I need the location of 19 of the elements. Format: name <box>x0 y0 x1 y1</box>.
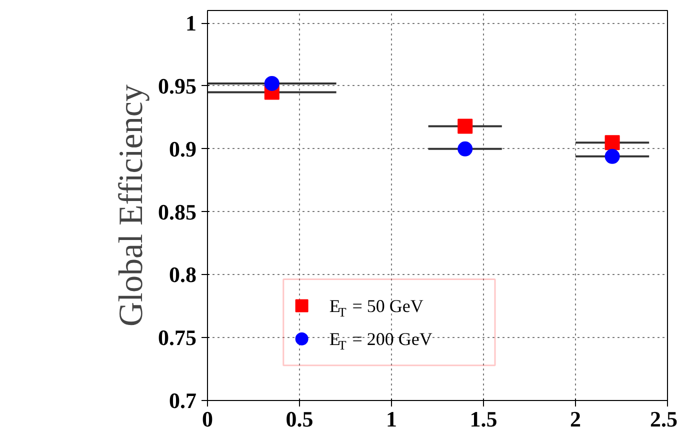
point <box>264 76 280 91</box>
point <box>604 148 620 164</box>
x-tick-label: 0 <box>202 406 213 432</box>
x-tick-label: 1.5 <box>470 406 498 432</box>
y-tick-label: 0.75 <box>158 325 196 350</box>
x-tick-label: 1 <box>386 406 397 432</box>
y-tick-label: 0.85 <box>158 199 196 224</box>
y-tick-label: 0.8 <box>169 262 196 288</box>
y-tick-label: 0.7 <box>169 388 196 413</box>
y-tick-label: 1 <box>186 10 196 36</box>
point <box>458 118 473 134</box>
x-tick-label: 2 <box>570 406 581 432</box>
x-tick-label: 2.5 <box>650 406 677 432</box>
y-axis-title: Global Efficiency <box>113 84 150 326</box>
y-tick-label: 0.9 <box>169 136 196 162</box>
point <box>458 141 473 156</box>
x-tick-label: 0.5 <box>286 406 314 432</box>
y-tick-label: 0.95 <box>158 73 196 98</box>
point <box>604 135 620 150</box>
